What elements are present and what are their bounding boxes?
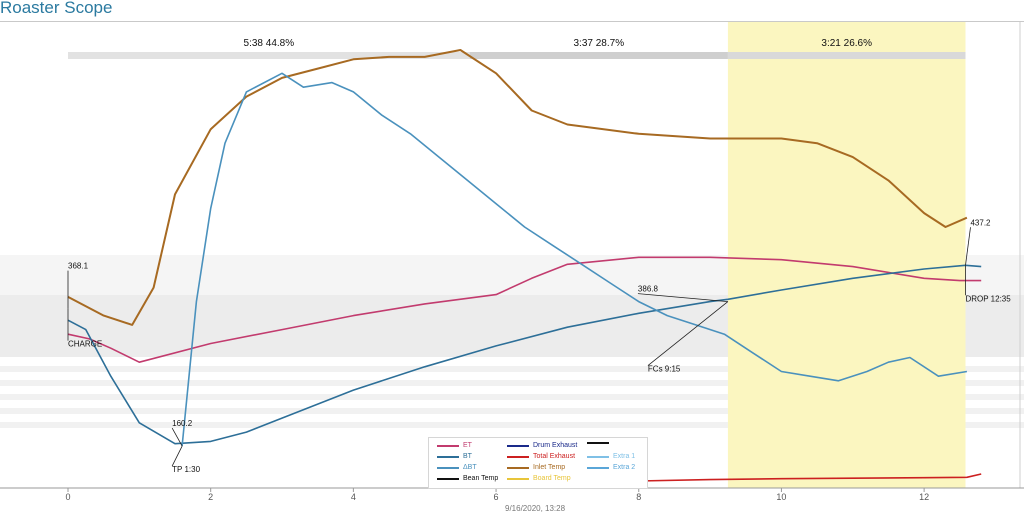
legend-swatch bbox=[437, 444, 459, 447]
legend-item[interactable] bbox=[587, 442, 613, 444]
x-tick-label: 6 bbox=[494, 492, 499, 502]
series-bt bbox=[181, 72, 968, 447]
x-tick-label: 8 bbox=[636, 492, 641, 502]
background-band bbox=[0, 408, 1024, 414]
legend-item[interactable]: Total Exhaust bbox=[507, 453, 575, 460]
legend-swatch bbox=[507, 466, 529, 469]
legend-label: Drum Exhaust bbox=[533, 442, 578, 449]
legend-swatch bbox=[507, 455, 529, 458]
annotation-label: CHARGE bbox=[68, 340, 102, 349]
x-tick-label: 12 bbox=[919, 492, 929, 502]
legend-label: Total Exhaust bbox=[533, 453, 576, 460]
annotation-label: 386.8 bbox=[638, 285, 659, 294]
chart-timestamp: 9/16/2020, 13:28 bbox=[505, 504, 566, 513]
phase-bar bbox=[469, 52, 728, 59]
phase-label: 3:21 26.6% bbox=[821, 38, 872, 49]
legend-item[interactable]: Drum Exhaust bbox=[507, 442, 577, 449]
legend-label: Bean Temp bbox=[463, 475, 499, 482]
development-band bbox=[727, 22, 966, 488]
legend-label: Board Temp bbox=[533, 475, 571, 482]
annotation-leader bbox=[965, 227, 971, 266]
legend-item[interactable]: Extra 1 bbox=[587, 453, 635, 460]
annotation-label: 368.1 bbox=[68, 262, 89, 271]
legend-item[interactable]: Bean Temp bbox=[437, 475, 498, 482]
legend-label: ΔBT bbox=[463, 464, 477, 471]
phase-bar bbox=[727, 52, 966, 59]
legend-swatch bbox=[587, 442, 609, 444]
legend-item[interactable]: ΔBT bbox=[437, 464, 477, 471]
series-bt bbox=[67, 264, 982, 445]
phase-label: 3:37 28.7% bbox=[573, 38, 624, 49]
annotation-label: 160.2 bbox=[172, 419, 193, 428]
legend-swatch bbox=[437, 455, 459, 458]
legend-item[interactable]: Board Temp bbox=[507, 475, 571, 482]
x-tick-label: 10 bbox=[776, 492, 786, 502]
annotation-label: FCs 9:15 bbox=[648, 365, 681, 374]
background-band bbox=[0, 422, 1024, 428]
phase-bar bbox=[68, 52, 470, 59]
series-et bbox=[67, 256, 982, 363]
annotation-label: DROP 12:35 bbox=[965, 294, 1011, 303]
title-divider bbox=[0, 21, 1024, 22]
legend-label: Inlet Temp bbox=[533, 464, 566, 471]
series-layer bbox=[67, 49, 982, 489]
background-band bbox=[0, 394, 1024, 400]
phase-bars: 5:38 44.8% 3:37 28.7% 3:21 26.6% bbox=[68, 38, 966, 59]
annotation-leader bbox=[171, 427, 183, 447]
legend-label: Extra 2 bbox=[613, 464, 636, 471]
app-title: Roaster Scope bbox=[0, 0, 113, 17]
legend-item[interactable]: Extra 2 bbox=[587, 464, 635, 471]
legend-swatch bbox=[507, 477, 529, 480]
legend-swatch bbox=[437, 477, 459, 480]
annotation-label: TP 1:30 bbox=[172, 465, 200, 474]
legend-item[interactable]: Inlet Temp bbox=[507, 464, 565, 471]
annotation-leader bbox=[647, 301, 729, 366]
x-tick-label: 2 bbox=[208, 492, 213, 502]
annotation-label: 437.2 bbox=[970, 218, 991, 227]
legend-swatch bbox=[587, 466, 609, 469]
annotation-layer: 368.1 CHARGE 160.2 TP 1:30 386.8 FCs 9:15 437.… bbox=[67, 218, 1011, 474]
phase-label: 5:38 44.8% bbox=[244, 38, 295, 49]
legend-label: BT bbox=[463, 453, 472, 460]
legend-label: ET bbox=[463, 442, 472, 449]
series-inlet-temp bbox=[67, 49, 968, 326]
x-tick-label: 0 bbox=[65, 492, 70, 502]
annotation-leader bbox=[171, 445, 183, 467]
background-band bbox=[0, 380, 1024, 386]
legend-swatch bbox=[437, 466, 459, 469]
legend[interactable]: ET Drum Exhaust BT Total Exhaust Extra 1 ΔBT I… bbox=[428, 437, 648, 489]
x-tick-label: 4 bbox=[351, 492, 356, 502]
annotation-leader bbox=[637, 293, 728, 302]
legend-swatch bbox=[507, 444, 529, 447]
legend-swatch bbox=[587, 455, 609, 458]
legend-label: Extra 1 bbox=[613, 453, 636, 460]
background-band bbox=[0, 366, 1024, 372]
legend-item[interactable]: BT bbox=[437, 453, 472, 460]
legend-item[interactable]: ET bbox=[437, 442, 472, 449]
x-axis: 0 2 4 6 8 10 12 bbox=[0, 487, 1024, 502]
chart-background bbox=[0, 22, 1024, 488]
